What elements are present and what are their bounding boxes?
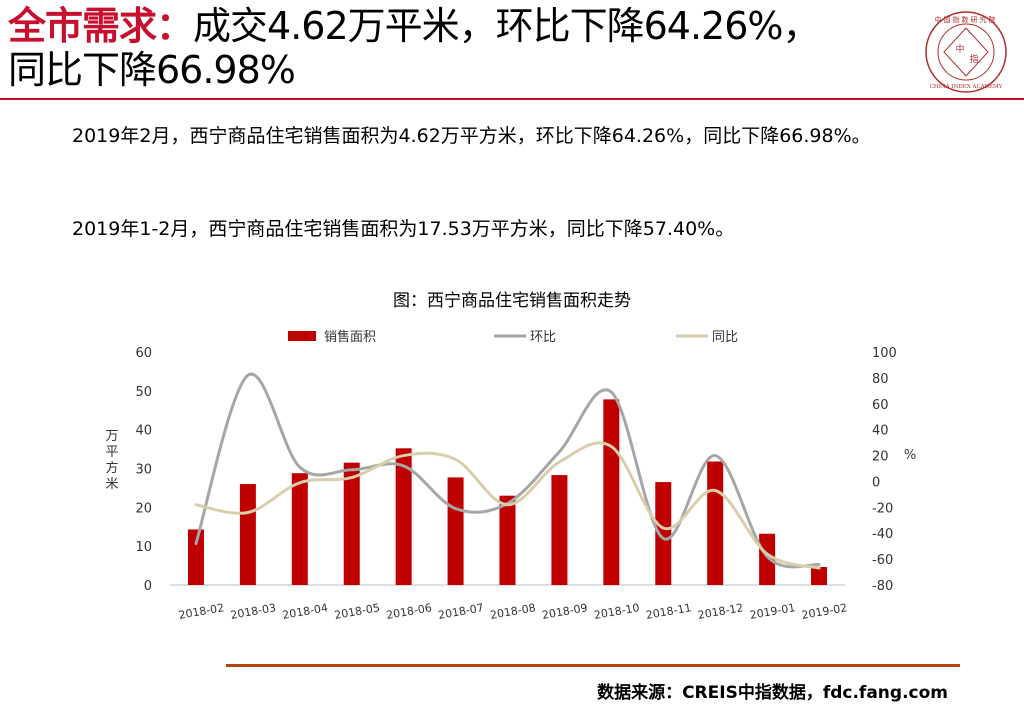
x-tick-label: 2018-09 [541,601,589,622]
y-right-tick-label: 20 [872,450,889,465]
y-right-tick-label: -80 [872,579,893,594]
y-right-tick-label: 0 [872,475,880,490]
title-line1: 成交4.62万平米，环比下降64.26%， [193,4,821,48]
bar-sales-area [707,461,724,585]
x-tick-label: 2018-04 [281,601,329,622]
y-right-tick-label: -40 [872,527,893,542]
paragraph-1: 2019年2月，西宁商品住宅销售面积为4.62万平方米，环比下降64.26%，同… [72,125,871,147]
page-title: 全市需求：成交4.62万平米，环比下降64.26%， 同比下降66.98% [8,4,908,92]
legend-swatch-bar [288,331,316,341]
x-tick-label: 2018-07 [437,601,485,622]
bar-sales-area [759,533,776,585]
title-highlight: 全市需求： [8,4,194,48]
data-source: 数据来源：CREIS中指数据，fdc.fang.com [597,683,948,703]
x-tick-label: 2018-02 [178,601,226,622]
bar-sales-area [239,484,256,585]
x-tick-label: 2018-11 [645,601,693,622]
x-tick-label: 2018-12 [697,601,745,622]
x-tick-label: 2019-02 [801,601,849,622]
y-left-axis-label-char: 方 [105,460,118,476]
y-left-tick-label: 40 [135,424,152,439]
y-right-tick-label: 60 [872,398,889,413]
bar-sales-area [187,529,204,585]
legend-label: 销售面积 [324,329,376,345]
legend-label: 同比 [712,330,738,345]
y-left-axis-label-char: 平 [105,445,118,460]
bar-sales-area [291,473,308,585]
y-right-tick-label: 100 [872,346,897,361]
line-mom [194,372,821,569]
bar-sales-area [447,477,464,585]
header-divider [0,98,1024,100]
y-left-axis-label-char: 米 [105,477,118,492]
x-tick-label: 2018-06 [385,601,433,622]
bar-sales-area [395,448,412,585]
y-left-tick-label: 10 [135,540,152,555]
y-right-tick-label: 80 [872,372,889,387]
y-right-axis-label: % [904,448,916,463]
x-tick-label: 2018-03 [230,601,278,622]
line-yoy [194,441,821,570]
y-left-tick-label: 50 [135,385,152,400]
logo-bottom-text: CHINA INDEX ACADEMY [930,84,1003,90]
logo-center-2: 指 [969,53,978,65]
x-tick-label: 2018-05 [333,601,381,622]
bar-sales-area [343,462,360,585]
footer-divider [226,664,960,667]
title-line2: 同比下降66.98% [8,48,296,92]
bar-sales-area [811,567,828,585]
y-left-tick-label: 60 [135,346,152,361]
chart-title: 图：西宁商品住宅销售面积走势 [393,291,631,311]
bar-sales-area [603,399,620,585]
bar-sales-area [499,495,516,585]
y-left-axis-label-char: 万 [105,429,118,444]
paragraph-2: 2019年1-2月，西宁商品住宅销售面积为17.53万平方米，同比下降57.40… [72,218,735,240]
x-tick-label: 2018-10 [593,601,641,622]
y-left-tick-label: 20 [135,501,152,516]
y-left-tick-label: 0 [144,579,152,594]
bar-sales-area [655,482,672,585]
legend-label: 环比 [530,330,556,345]
x-tick-label: 2019-01 [749,601,797,622]
y-right-tick-label: 40 [872,424,889,439]
china-index-academy-logo: 中 指 中国指数研究院 CHINA INDEX ACADEMY [925,11,1007,93]
logo-center-1: 中 [955,43,964,55]
bar-sales-area [551,475,568,585]
y-right-tick-label: -20 [872,501,893,516]
y-left-tick-label: 30 [135,463,152,478]
y-right-tick-label: -60 [872,553,893,568]
x-tick-label: 2018-08 [489,601,537,622]
logo-top-text: 中国指数研究院 [935,15,998,24]
